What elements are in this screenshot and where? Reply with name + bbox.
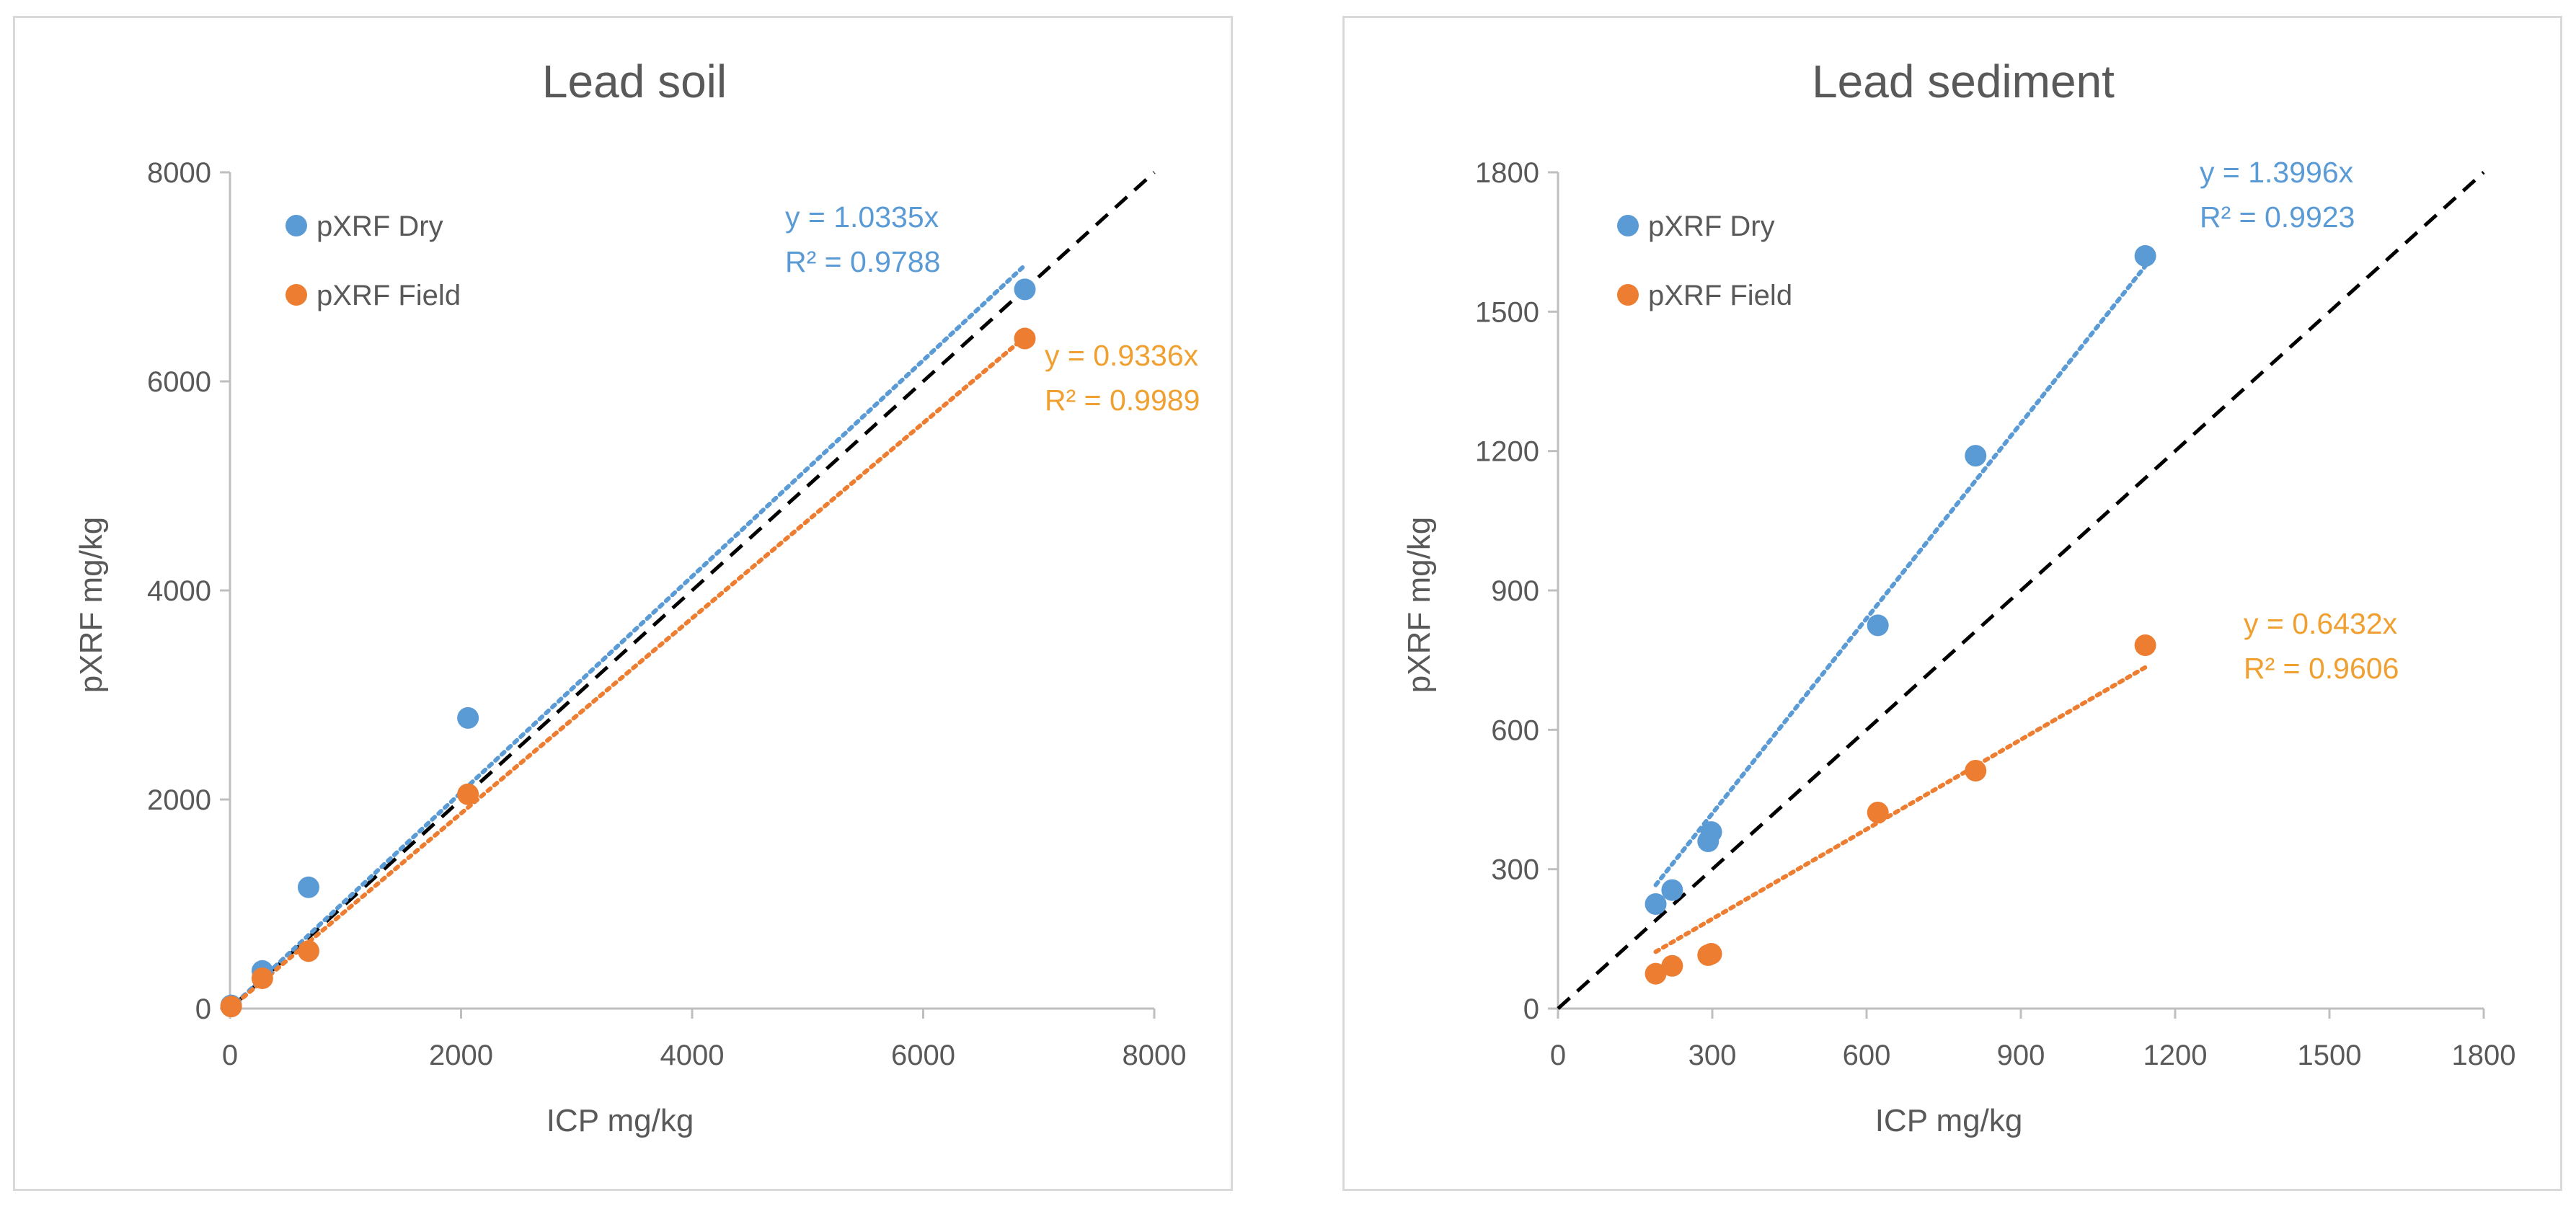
legend-label-dry: pXRF Dry xyxy=(317,211,443,242)
x-tick-label: 0 xyxy=(222,1040,238,1071)
data-point-field xyxy=(1965,760,1987,782)
x-tick-label: 1200 xyxy=(2143,1040,2208,1071)
data-point-dry xyxy=(1965,445,1987,467)
trendline-r2-field: R² = 0.9989 xyxy=(1045,384,1200,417)
x-tick-label: 6000 xyxy=(891,1040,955,1071)
y-tick-label: 1200 xyxy=(1475,436,1539,468)
y-tick-label: 900 xyxy=(1491,575,1539,607)
chart-lead-sediment: Lead sediment 0 300 600 900 1200 1500 1800 0 300 6… xyxy=(1402,56,2516,1138)
y-tick-label: 2000 xyxy=(147,784,211,816)
legend-label-field: pXRF Field xyxy=(1648,280,1792,311)
y-tick-label: 6000 xyxy=(147,366,211,398)
data-point-field xyxy=(2134,634,2156,657)
x-tick-label: 600 xyxy=(1843,1040,1891,1071)
y-tick-label: 0 xyxy=(1523,993,1539,1025)
y-tick-label: 1800 xyxy=(1475,157,1539,189)
data-point-field xyxy=(1661,955,1683,977)
trendline-field xyxy=(1653,665,2148,955)
y-tick-label: 300 xyxy=(1491,854,1539,886)
x-tick-label: 1500 xyxy=(2298,1040,2362,1071)
x-tick-label: 1800 xyxy=(2452,1040,2516,1071)
trendline-r2-field: R² = 0.9606 xyxy=(2244,652,2399,685)
x-tick-label: 4000 xyxy=(660,1040,725,1071)
data-point-dry xyxy=(1700,821,1722,843)
chart-panel-lead-sediment: Lead sediment 0 300 600 900 1200 1500 1800 0 300 6… xyxy=(1342,16,2562,1191)
legend-label-dry: pXRF Dry xyxy=(1648,211,1775,242)
legend-marker-dry xyxy=(1617,215,1639,236)
x-tick-label: 2000 xyxy=(429,1040,493,1071)
x-axis-label: ICP mg/kg xyxy=(546,1103,694,1138)
x-tick-label: 300 xyxy=(1688,1040,1737,1071)
trendline-r2-dry: R² = 0.9788 xyxy=(785,245,940,278)
data-point-field xyxy=(251,967,273,989)
data-point-dry xyxy=(1867,614,1889,637)
trendline-dry xyxy=(1653,263,2148,887)
trendline-dry xyxy=(228,262,1027,1011)
y-tick-label: 600 xyxy=(1491,714,1539,746)
trendline-r2-dry: R² = 0.9923 xyxy=(2200,200,2355,234)
data-point-field xyxy=(1700,942,1722,965)
trendline-equation-dry: y = 1.3996x xyxy=(2200,156,2354,189)
trendline-equation-field: y = 0.9336x xyxy=(1045,339,1199,372)
x-tick-label: 0 xyxy=(1550,1040,1566,1071)
chart-title: Lead sediment xyxy=(1812,56,2115,107)
y-axis-label: pXRF mg/kg xyxy=(1402,517,1437,694)
trendline-equation-dry: y = 1.0335x xyxy=(785,200,939,234)
y-tick-label: 8000 xyxy=(147,157,211,189)
data-point-dry xyxy=(457,707,479,729)
data-point-dry xyxy=(297,876,319,898)
one-to-one-line xyxy=(229,171,1156,1010)
data-point-field xyxy=(220,996,242,1018)
one-to-one-line xyxy=(1557,171,2485,1010)
data-point-dry xyxy=(1014,278,1036,301)
y-tick-label: 0 xyxy=(195,993,211,1025)
data-point-dry xyxy=(2134,245,2156,267)
x-tick-label: 8000 xyxy=(1123,1040,1187,1071)
y-tick-label: 1500 xyxy=(1475,296,1539,328)
y-tick-label: 4000 xyxy=(147,575,211,607)
legend-marker-dry xyxy=(286,215,307,236)
data-point-field xyxy=(297,940,319,962)
chart-lead-soil: Lead soil 0 2000 4000 6000 8000 0 2000 4000 6000 8… xyxy=(74,56,1200,1138)
legend-label-field: pXRF Field xyxy=(317,280,461,311)
chart-panel-lead-soil: Lead soil 0 2000 4000 6000 8000 0 2000 4000 6000 8… xyxy=(13,16,1233,1191)
trendline-equation-field: y = 0.6432x xyxy=(2244,607,2398,640)
data-point-dry xyxy=(1645,893,1667,915)
y-axis-label: pXRF mg/kg xyxy=(74,517,109,694)
data-point-field xyxy=(457,783,479,805)
legend-marker-field xyxy=(1617,284,1639,306)
data-point-field xyxy=(1645,962,1667,985)
data-point-dry xyxy=(1661,879,1683,901)
x-tick-label: 900 xyxy=(1997,1040,2045,1071)
legend-marker-field xyxy=(286,284,307,306)
chart-title: Lead soil xyxy=(542,56,727,107)
trendline-field xyxy=(228,335,1027,1011)
x-axis-label: ICP mg/kg xyxy=(1875,1103,2023,1138)
data-point-field xyxy=(1014,327,1036,350)
data-point-field xyxy=(1867,802,1889,824)
